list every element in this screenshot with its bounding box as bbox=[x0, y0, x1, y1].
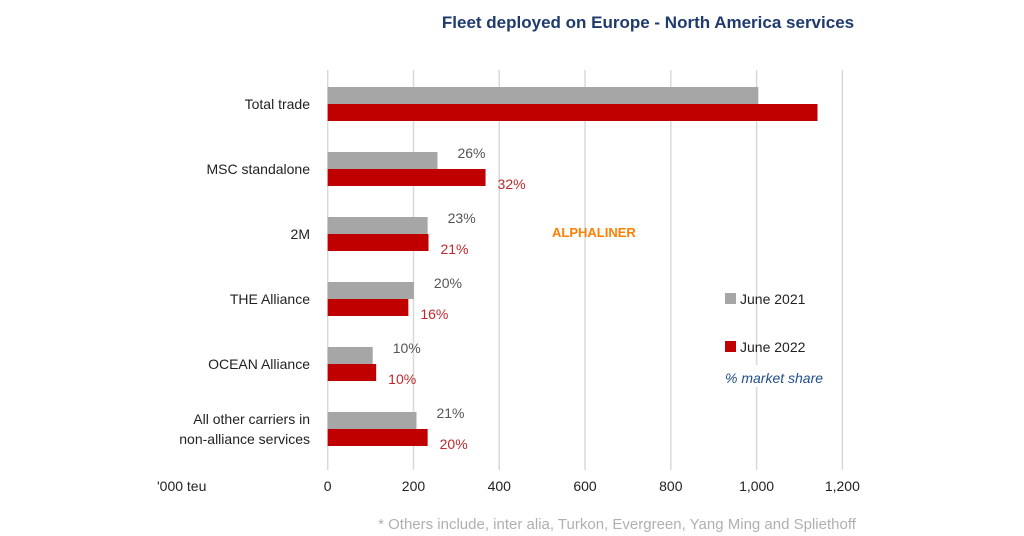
bar-june-2021 bbox=[327, 87, 759, 104]
x-tick-label: 800 bbox=[659, 478, 683, 494]
legend-swatch-june-2022 bbox=[725, 341, 736, 352]
data-label: 20% bbox=[440, 436, 468, 452]
data-label: 10% bbox=[393, 340, 421, 356]
x-tick-label: 600 bbox=[573, 478, 597, 494]
bar-june-2022 bbox=[327, 364, 377, 381]
bar-june-2021 bbox=[327, 217, 428, 234]
chart-title: Fleet deployed on Europe - North America… bbox=[442, 13, 854, 32]
x-tick-label: 200 bbox=[402, 478, 426, 494]
data-label: 20% bbox=[434, 275, 462, 291]
legend-label-june-2022: June 2022 bbox=[740, 339, 806, 355]
x-tick-label: 400 bbox=[488, 478, 512, 494]
bar-june-2022 bbox=[327, 299, 409, 316]
bar-june-2022 bbox=[327, 169, 486, 186]
category-label: All other carriers in bbox=[193, 411, 310, 427]
category-label: OCEAN Alliance bbox=[208, 356, 310, 372]
bar-june-2022 bbox=[327, 234, 429, 251]
category-label: 2M bbox=[291, 226, 310, 242]
gridlines bbox=[326, 70, 844, 470]
category-label: THE Alliance bbox=[230, 291, 310, 307]
category-labels: Total trade MSC standalone 2M THE Alliance O… bbox=[179, 96, 310, 447]
x-axis-ticks: 0 200 400 600 800 1,000 1,200 bbox=[324, 478, 860, 494]
data-label: 16% bbox=[420, 306, 448, 322]
bar-june-2021 bbox=[327, 412, 417, 429]
x-tick-label: 1,200 bbox=[825, 478, 860, 494]
data-label: 21% bbox=[440, 241, 468, 257]
legend: June 2021 June 2022 % market share bbox=[720, 291, 840, 387]
legend-note: % market share bbox=[725, 370, 823, 386]
bars: 26% 32% 23% 21% 20% 16% 10% 10% 21% 20% bbox=[327, 87, 818, 452]
x-axis-label: '000 teu bbox=[157, 478, 206, 494]
bar-june-2021 bbox=[327, 152, 438, 169]
footnote: * Others include, inter alia, Turkon, Ev… bbox=[378, 516, 857, 533]
data-label: 32% bbox=[498, 176, 526, 192]
bar-june-2022 bbox=[327, 104, 818, 121]
watermark: ALPHALINER bbox=[552, 225, 636, 240]
data-label: 26% bbox=[457, 145, 485, 161]
bar-june-2022 bbox=[327, 429, 428, 446]
data-label: 23% bbox=[448, 210, 476, 226]
category-label: non-alliance services bbox=[179, 431, 310, 447]
category-label: Total trade bbox=[245, 96, 311, 112]
bar-june-2021 bbox=[327, 347, 373, 364]
bar-june-2021 bbox=[327, 282, 414, 299]
category-label: MSC standalone bbox=[206, 161, 310, 177]
legend-label-june-2021: June 2021 bbox=[740, 291, 806, 307]
data-label: 21% bbox=[436, 405, 464, 421]
x-tick-label: 1,000 bbox=[739, 478, 774, 494]
x-tick-label: 0 bbox=[324, 478, 332, 494]
data-label: 10% bbox=[388, 371, 416, 387]
legend-swatch-june-2021 bbox=[725, 293, 736, 304]
